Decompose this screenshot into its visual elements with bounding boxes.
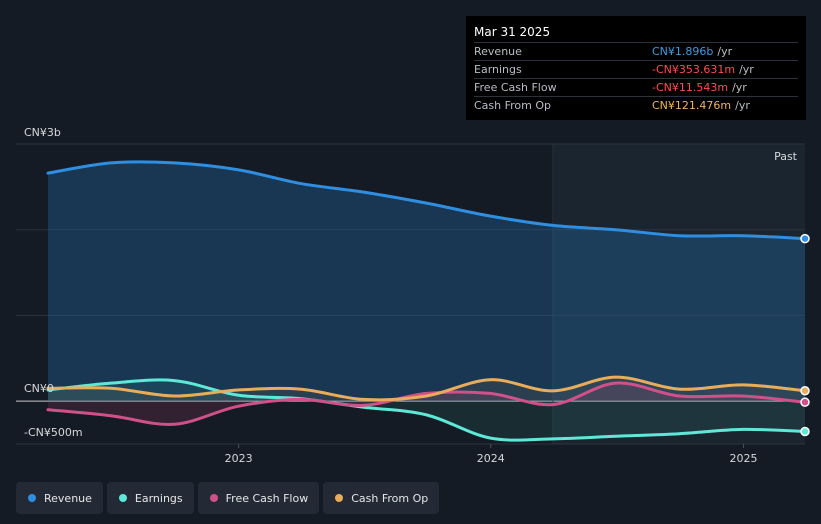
revenue-end-point xyxy=(800,233,810,244)
x-tick-label: 2024 xyxy=(477,452,505,465)
tooltip-label: Free Cash Flow xyxy=(474,81,557,94)
legend-item-earnings[interactable]: Earnings xyxy=(106,482,194,514)
legend-label: Earnings xyxy=(134,491,183,505)
legend-label: Cash From Op xyxy=(351,491,429,505)
revenue-line xyxy=(46,160,807,241)
tooltip-value: -CN¥353.631m xyxy=(652,63,736,76)
y-tick-label: -CN¥500m xyxy=(24,426,83,439)
x-tick-label: 2025 xyxy=(730,452,758,465)
cash-from-op-dot-icon xyxy=(335,494,344,502)
free-cash-flow-dot-icon xyxy=(209,494,218,502)
x-tick-label: 2023 xyxy=(225,452,253,465)
legend: Revenue Earnings Free Cash Flow Cash Fro… xyxy=(16,482,440,516)
legend-label: Free Cash Flow xyxy=(225,491,309,505)
label-layer: CN¥3b CN¥0 -CN¥500m 2023 2024 2025 xyxy=(24,126,758,465)
tooltip-row-earnings: Earnings -CN¥353.631m /yr xyxy=(474,60,798,78)
tooltip-value: CN¥121.476m xyxy=(652,99,732,112)
tooltip-row-free-cash-flow: Free Cash Flow -CN¥11.543m /yr xyxy=(474,78,798,96)
free-cash-flow-end-point xyxy=(800,397,810,407)
tooltip-unit: /yr xyxy=(739,63,754,76)
free-cash-flow-line xyxy=(46,381,807,426)
grid-layer xyxy=(16,143,805,445)
tooltip-label: Earnings xyxy=(474,63,522,76)
free-cash-flow-area xyxy=(48,383,805,425)
past-label: Past xyxy=(774,150,798,163)
tooltip-unit: /yr xyxy=(735,99,750,112)
tooltip: Mar 31 2025 Revenue CN¥1.896b /yr Earnin… xyxy=(466,16,806,120)
cash-from-op-end-point xyxy=(800,386,810,396)
y-tick-label: CN¥3b xyxy=(24,126,61,139)
tooltip-row-cash-from-op: Cash From Op CN¥121.476m /yr xyxy=(474,96,798,114)
cash-from-op-line xyxy=(46,375,807,402)
line-layer xyxy=(46,160,807,442)
tooltip-label: Revenue xyxy=(474,45,522,58)
tooltip-row-revenue: Revenue CN¥1.896b /yr xyxy=(474,42,798,60)
tooltip-label: Cash From Op xyxy=(474,99,552,112)
legend-item-revenue[interactable]: Revenue xyxy=(16,482,103,514)
legend-item-cash-from-op[interactable]: Cash From Op xyxy=(323,482,440,514)
tooltip-unit: /yr xyxy=(732,81,747,94)
earnings-line xyxy=(46,378,807,442)
earnings-dot-icon xyxy=(118,494,127,502)
earnings-end-point xyxy=(800,426,810,437)
tooltip-value: CN¥1.896b xyxy=(652,45,714,58)
tooltip-value: -CN¥11.543m xyxy=(652,81,729,94)
dot-layer xyxy=(800,233,810,437)
legend-item-free-cash-flow[interactable]: Free Cash Flow xyxy=(197,482,320,514)
earnings-area xyxy=(48,379,805,441)
past-region xyxy=(553,144,805,444)
legend-label: Revenue xyxy=(44,491,92,505)
tooltip-unit: /yr xyxy=(717,45,733,58)
y-tick-label: CN¥0 xyxy=(24,382,54,395)
revenue-area xyxy=(48,161,805,402)
revenue-dot-icon xyxy=(28,494,36,502)
tooltip-date: Mar 31 2025 xyxy=(474,25,551,39)
